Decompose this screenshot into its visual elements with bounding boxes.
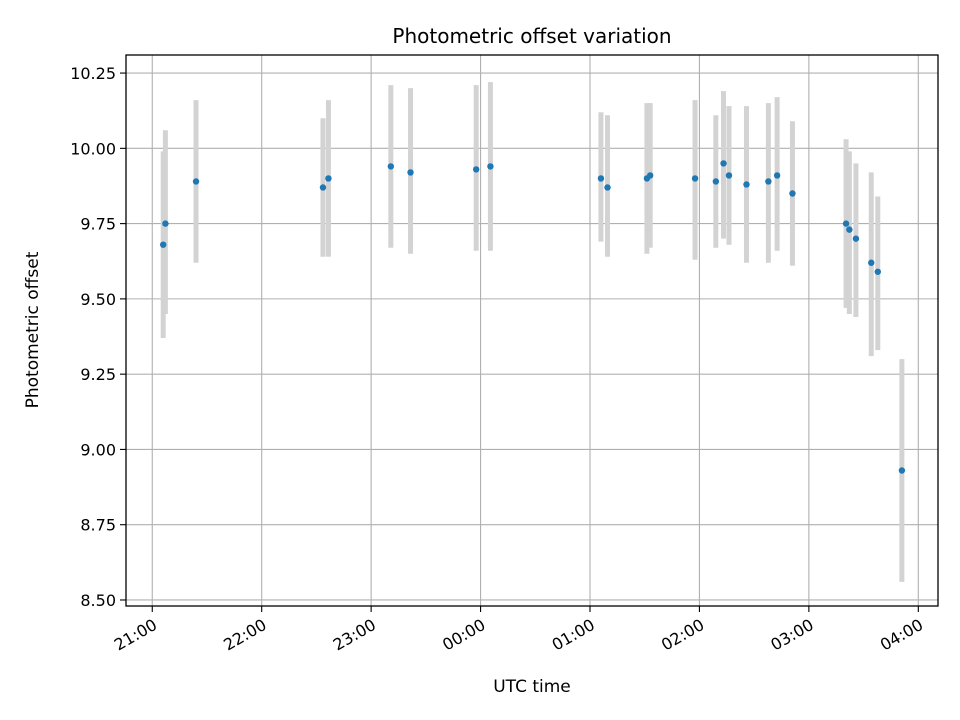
x-axis-ticks: 21:00 22:00 23:00 00:00 01:00 02:00 03:00 04:00: [111, 606, 926, 655]
data-point: [597, 175, 605, 182]
x-tick-label: 04:00: [877, 615, 926, 655]
data-point: [162, 220, 169, 227]
chart-title: Photometric offset variation: [392, 24, 671, 48]
data-point: [720, 160, 727, 167]
x-tick-label: 02:00: [658, 615, 707, 655]
y-tick-label: 9.75: [80, 215, 116, 234]
error-bars: [160, 82, 905, 582]
data-point: [743, 181, 750, 188]
x-tick-label: 03:00: [767, 615, 816, 655]
y-axis-label: Photometric offset: [23, 251, 43, 408]
y-tick-label: 8.50: [80, 591, 116, 610]
data-point: [160, 241, 167, 248]
y-axis-ticks: 8.50 8.75 9.00 9.25 9.50 9.75 10.00 10.25: [70, 64, 126, 610]
data-point: [868, 259, 875, 266]
plot-frame: [125, 54, 939, 607]
data-point: [646, 172, 654, 179]
data-point: [874, 268, 882, 275]
data-point: [846, 226, 853, 233]
x-tick-label: 21:00: [111, 615, 160, 655]
data-point: [852, 235, 860, 242]
y-tick-label: 10.25: [70, 64, 116, 83]
y-tick-label: 9.50: [80, 290, 116, 309]
data-point: [898, 467, 906, 474]
grid-lines: [126, 55, 938, 606]
data-point: [325, 175, 332, 182]
data-points: [160, 160, 906, 474]
data-point: [842, 220, 850, 227]
x-tick-label: 23:00: [330, 615, 379, 655]
data-point: [789, 190, 796, 197]
data-point: [319, 184, 327, 191]
data-point: [487, 163, 494, 170]
data-point: [765, 178, 772, 185]
x-tick-label: 01:00: [549, 615, 598, 655]
y-tick-label: 8.75: [80, 516, 116, 535]
data-point: [387, 163, 395, 170]
y-tick-label: 9.00: [80, 440, 116, 459]
data-point: [604, 184, 611, 191]
data-point: [773, 172, 781, 179]
x-tick-label: 00:00: [439, 615, 488, 655]
data-point: [407, 169, 414, 176]
data-point: [691, 175, 699, 182]
y-tick-label: 9.25: [80, 365, 116, 384]
data-point: [472, 166, 480, 173]
data-point: [712, 178, 720, 185]
x-tick-label: 22:00: [220, 615, 269, 655]
y-tick-label: 10.00: [70, 139, 116, 158]
data-point: [725, 172, 733, 179]
data-point: [192, 178, 200, 185]
x-axis-label: UTC time: [493, 677, 571, 697]
